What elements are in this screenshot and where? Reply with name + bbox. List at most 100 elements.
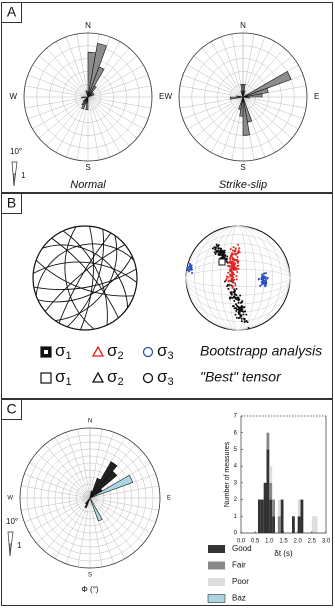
sigma-label: σ1	[55, 367, 72, 387]
bootstrap-point	[226, 285, 229, 288]
grid-spoke	[21, 485, 91, 499]
grid-spoke	[182, 74, 244, 98]
bootstrap-point	[240, 315, 243, 318]
bootstrap-point	[235, 298, 238, 301]
sigma-label: σ3	[157, 341, 174, 361]
bootstrap-point	[246, 321, 249, 324]
great-circle	[33, 268, 137, 290]
bootstrap-point	[235, 268, 238, 271]
compass-label: N	[240, 21, 246, 30]
grid-spoke	[32, 96, 89, 130]
compass-label: N	[85, 21, 91, 30]
bootstrap-point	[232, 281, 235, 284]
grid-spoke	[89, 497, 144, 544]
grid-spoke	[29, 497, 91, 534]
grid-spoke	[54, 437, 91, 499]
histogram-bar	[266, 449, 270, 533]
grid-spoke	[87, 55, 138, 98]
rose-title: Normal	[70, 179, 106, 191]
grid-spoke	[46, 47, 89, 98]
great-circle	[44, 244, 126, 312]
x-tick-label: 1.0	[265, 539, 274, 545]
sigma-index: 3	[168, 350, 174, 362]
y-tick-label: 6	[234, 430, 238, 436]
grid-spoke	[242, 47, 285, 98]
bootstrap-point	[237, 260, 240, 263]
compass-label: W	[164, 92, 172, 101]
bootstrap-point	[234, 247, 237, 250]
histogram-bar	[311, 516, 315, 533]
bootstrap-point	[232, 253, 235, 256]
bootstrap-point	[236, 296, 239, 299]
grid-spoke	[210, 96, 244, 153]
legend-symbol	[91, 371, 105, 383]
rose-petal	[242, 90, 246, 98]
rose-petal	[242, 93, 263, 98]
compass-label: S	[240, 163, 245, 172]
grid-spoke	[87, 96, 152, 109]
legend-symbol	[44, 350, 48, 354]
bootstrap-point	[233, 299, 236, 302]
legend-symbol	[91, 345, 105, 357]
grid-spoke	[89, 497, 103, 567]
scale-angle: 10°	[10, 147, 22, 156]
sigma-index: 2	[118, 376, 124, 388]
bootstrap-point	[213, 251, 216, 254]
legend-swatch	[208, 545, 225, 553]
bootstrap-point	[228, 264, 231, 267]
grid-spoke	[242, 96, 293, 139]
sigma-symbol: σ	[107, 341, 118, 360]
bootstrap-point	[219, 252, 222, 255]
grid-spoke	[89, 485, 159, 499]
rose-petal	[82, 96, 89, 103]
bootstrap-point	[232, 265, 235, 268]
sigma-index: 1	[66, 376, 72, 388]
histogram-bar	[269, 482, 273, 500]
legend-label: Fair	[232, 561, 246, 570]
grid-spoke	[201, 47, 244, 98]
bootstrap-point	[235, 253, 238, 256]
bootstrap-point	[226, 261, 229, 264]
bootstrap-point	[244, 310, 247, 313]
rose-petal	[89, 470, 118, 499]
grid-spoke	[24, 497, 91, 523]
sigma-symbol: σ	[157, 341, 168, 360]
rose-petal	[89, 474, 134, 499]
grid-spoke	[55, 41, 89, 98]
histogram-bar	[297, 516, 301, 533]
bootstrap-point	[236, 252, 239, 255]
bootstrap-point	[230, 293, 233, 296]
bootstrap-point	[235, 294, 238, 297]
bootstrap-point	[230, 253, 233, 256]
grid-spoke	[242, 96, 307, 109]
sigma-label: σ1	[55, 341, 72, 361]
rose-petal	[236, 95, 244, 98]
bootstrap-point	[261, 278, 264, 281]
compass-label: E	[159, 92, 164, 101]
histogram-bar	[272, 499, 275, 517]
rose-petal	[89, 497, 103, 522]
bootstrap-point	[217, 249, 220, 252]
bootstrap-point	[232, 261, 235, 264]
scale-tick	[9, 543, 12, 556]
legend-swatch	[208, 578, 225, 586]
x-tick-label: 1.5	[279, 539, 288, 545]
grid-spoke	[65, 497, 91, 564]
legend-swatch	[207, 594, 226, 603]
bootstrap-point	[232, 246, 235, 249]
bootstrap-point	[233, 295, 236, 298]
grid-spoke	[89, 497, 156, 523]
axis-label: Φ (°)	[81, 585, 98, 594]
panel-frame	[1, 399, 333, 606]
scale-angle: 10°	[6, 517, 18, 526]
grid-spoke	[89, 429, 103, 499]
bootstrap-point	[235, 278, 238, 281]
rose-petal	[240, 83, 244, 98]
panel-label-box	[1, 193, 22, 214]
bootstrap-point	[237, 310, 240, 313]
bootstrap-point	[229, 275, 232, 278]
bootstrap-point	[218, 253, 221, 256]
bootstrap-point	[234, 303, 237, 306]
y-tick-label: 2	[234, 497, 238, 503]
grid-spoke	[87, 74, 149, 98]
